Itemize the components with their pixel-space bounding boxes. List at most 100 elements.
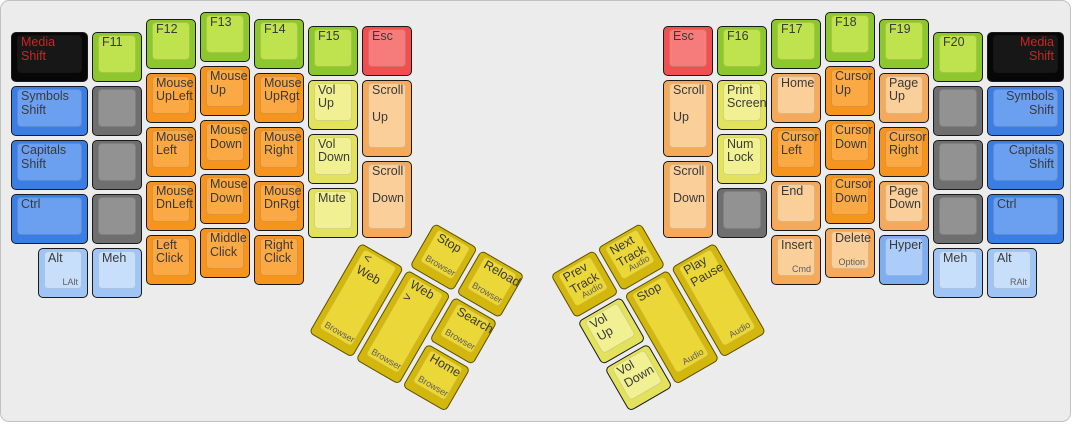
key-right-click-top: Right Click [260,237,298,276]
key-alt-left[interactable]: Alt LAlt [38,248,88,299]
key-num-lock[interactable]: Num Lock [717,133,767,184]
key-num-lock-label: Num Lock [727,136,754,164]
key-home-right[interactable]: Home [771,72,821,123]
key-media-shift-right[interactable]: Media Shift [987,32,1064,83]
key-middle-click[interactable]: Middle Click [200,228,250,278]
key-f17-label: F17 [781,21,803,36]
key-blank-right-1[interactable] [933,86,983,137]
key-media-shift-left[interactable]: Media Shift [11,32,88,83]
key-alt-right-top: Alt RAlt [993,251,1031,290]
key-blank-right-3-top [939,197,977,236]
key-insert[interactable]: Insert Cmd [771,234,821,285]
key-audio-stop-label: Stop [634,278,664,304]
key-esc-left[interactable]: Esc [362,25,412,76]
key-blank-left-3[interactable] [92,194,142,245]
key-scroll-down-right[interactable]: Scroll Down [663,160,713,238]
key-symbols-shift-right-top: Symbols Shift [993,89,1058,128]
key-left-click[interactable]: Left Click [146,234,196,285]
key-mouse-uprgt-top: Mouse UpRgt [260,75,302,114]
key-capitals-shift-right-top: Capitals Shift [993,143,1058,182]
key-cursor-right[interactable]: Cursor Right [879,126,929,177]
key-cursor-down-2-top: Cursor Down [831,177,873,215]
key-blank-left-2[interactable] [92,140,142,191]
key-ctrl-right[interactable]: Ctrl [987,194,1064,245]
key-f14[interactable]: F14 [254,18,304,69]
key-f20-top: F20 [939,35,977,74]
key-hyper[interactable]: Hyper [879,234,929,285]
key-mouse-left[interactable]: Mouse Left [146,126,196,177]
key-mute-top: Mute [314,190,352,229]
key-blank-right-3[interactable] [933,194,983,245]
key-page-down[interactable]: Page Down [879,180,929,231]
key-scroll-up-left[interactable]: Scroll Up [362,79,412,157]
key-mouse-uprgt-label: Mouse UpRgt [264,75,302,104]
key-mouse-dnleft[interactable]: Mouse DnLeft [146,180,196,231]
key-blank-left-1[interactable] [92,86,142,137]
key-print-screen[interactable]: Print Screen [717,79,767,130]
key-mouse-uprgt[interactable]: Mouse UpRgt [254,72,304,123]
key-right-click[interactable]: Right Click [254,234,304,285]
key-blank-right-2[interactable] [933,140,983,191]
key-end[interactable]: End [771,180,821,231]
key-f15-top: F15 [314,28,352,67]
key-mouse-up-top: Mouse Up [206,69,248,107]
key-meh-right[interactable]: Meh [933,248,983,299]
key-symbols-shift-left[interactable]: Symbols Shift [11,86,88,137]
key-cursor-left-label: Cursor Left [781,129,819,158]
key-f15[interactable]: F15 [308,25,358,76]
key-scroll-up-right-top: Scroll Up [669,82,707,148]
key-vol-down-left[interactable]: Vol Down [308,133,358,184]
key-page-up[interactable]: Page Up [879,72,929,123]
key-delete-top: Delete Option [831,231,871,269]
key-scroll-down-right-label: Scroll Down [673,163,705,205]
key-mouse-right[interactable]: Mouse Right [254,126,304,177]
key-next-track-top: Next Track Audio [603,228,656,280]
key-mouse-down-1[interactable]: Mouse Down [200,120,250,170]
key-esc-right[interactable]: Esc [663,25,713,76]
key-f16[interactable]: F16 [717,25,767,76]
key-vol-up-left-top: Vol Up [314,82,352,121]
key-mouse-upleft[interactable]: Mouse UpLeft [146,72,196,123]
key-symbols-shift-left-label: Symbols Shift [21,89,69,117]
key-f20[interactable]: F20 [933,32,983,83]
key-ctrl-left[interactable]: Ctrl [11,194,88,245]
key-delete[interactable]: Delete Option [825,228,875,278]
key-ctrl-left-label: Ctrl [21,197,41,212]
key-vol-up-left[interactable]: Vol Up [308,79,358,130]
key-meh-left-label: Meh [102,251,127,266]
key-f11[interactable]: F11 [92,32,142,83]
key-blank-right-4[interactable] [717,187,767,238]
key-mouse-dnrgt[interactable]: Mouse DnRgt [254,180,304,231]
key-alt-right[interactable]: Alt RAlt [987,248,1037,299]
key-mouse-down-2[interactable]: Mouse Down [200,174,250,224]
key-scroll-up-right-label: Scroll Up [673,82,705,124]
key-insert-label: Insert [781,237,813,252]
key-mute[interactable]: Mute [308,187,358,238]
key-symbols-shift-right[interactable]: Symbols Shift [987,86,1064,137]
key-num-lock-top: Num Lock [723,136,761,175]
key-mouse-up[interactable]: Mouse Up [200,66,250,116]
key-cursor-down-2[interactable]: Cursor Down [825,174,875,224]
key-f19[interactable]: F19 [879,18,929,69]
key-alt-right-sublabel: RAlt [1009,277,1027,288]
key-cursor-down-1[interactable]: Cursor Down [825,120,875,170]
key-f12[interactable]: F12 [146,18,196,69]
key-scroll-down-left[interactable]: Scroll Down [362,160,412,238]
key-middle-click-top: Middle Click [206,231,247,269]
key-f18[interactable]: F18 [825,12,875,62]
key-cursor-left[interactable]: Cursor Left [771,126,821,177]
key-ctrl-left-top: Ctrl [17,197,82,236]
key-f13[interactable]: F13 [200,12,250,62]
key-f17[interactable]: F17 [771,18,821,69]
key-capitals-shift-left[interactable]: Capitals Shift [11,140,88,191]
key-mouse-dnrgt-top: Mouse DnRgt [260,183,302,222]
key-browser-stop-label: Stop [434,230,464,256]
key-insert-sublabel: Cmd [791,263,811,274]
key-cursor-up[interactable]: Cursor Up [825,66,875,116]
key-home-right-top: Home [777,75,815,114]
key-scroll-up-right[interactable]: Scroll Up [663,79,713,157]
key-capitals-shift-right[interactable]: Capitals Shift [987,140,1064,191]
key-cursor-up-top: Cursor Up [831,69,873,107]
key-meh-left[interactable]: Meh [92,248,142,299]
